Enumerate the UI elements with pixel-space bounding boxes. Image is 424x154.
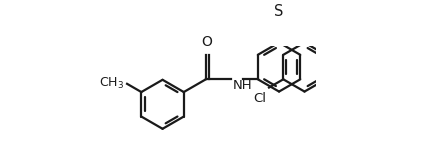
- Text: S: S: [274, 4, 284, 19]
- Text: Cl: Cl: [253, 92, 266, 105]
- Text: CH$_3$: CH$_3$: [98, 76, 124, 91]
- Text: NH: NH: [233, 79, 252, 92]
- Text: O: O: [202, 34, 212, 49]
